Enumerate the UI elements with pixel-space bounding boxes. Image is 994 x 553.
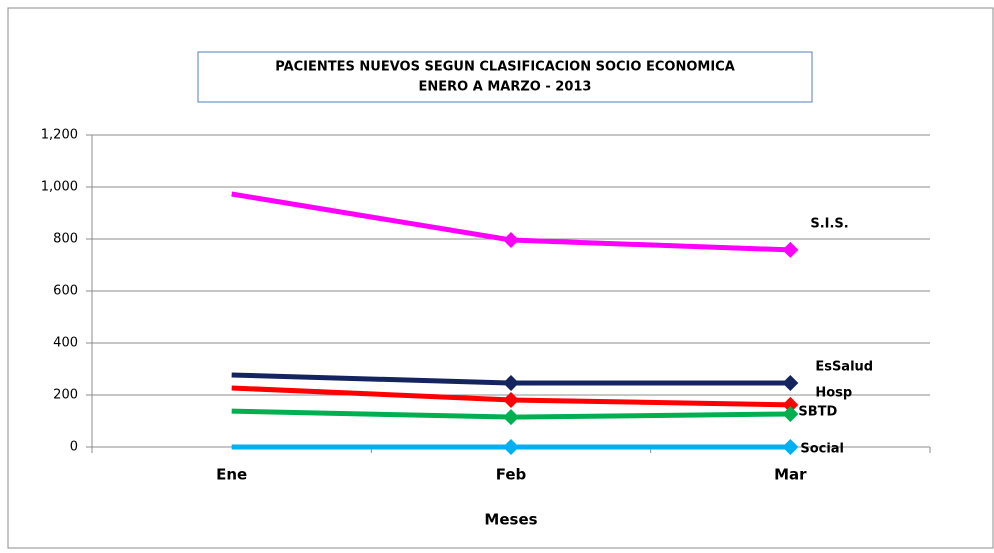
y-tick-label: 400 xyxy=(53,336,78,351)
series-label: EsSalud xyxy=(815,360,873,375)
chart-title: ENERO A MARZO - 2013 xyxy=(419,80,592,95)
y-tick-label: 1,000 xyxy=(41,180,78,195)
y-tick-label: 600 xyxy=(53,284,78,299)
point-marker xyxy=(503,409,519,426)
series-label: S.I.S. xyxy=(810,216,848,231)
point-marker xyxy=(503,391,519,408)
y-tick-label: 200 xyxy=(53,388,78,403)
point-marker xyxy=(503,375,519,392)
series-label: Social xyxy=(800,442,844,457)
point-marker xyxy=(782,241,799,258)
y-tick-label: 1,200 xyxy=(41,128,78,143)
point-marker xyxy=(782,396,799,413)
chart-title: PACIENTES NUEVOS SEGUN CLASIFICACION SOC… xyxy=(275,60,735,75)
point-marker xyxy=(782,405,799,422)
x-tick-label: Mar xyxy=(774,466,807,484)
title-box xyxy=(197,51,813,103)
x-tick-label: Feb xyxy=(496,466,527,484)
series-label: Hosp xyxy=(815,385,852,400)
x-axis-label: Meses xyxy=(484,511,537,529)
x-tick-label: Ene xyxy=(216,466,247,484)
point-marker xyxy=(782,439,799,455)
point-marker xyxy=(503,232,519,249)
y-tick-label: 0 xyxy=(70,440,78,455)
point-marker xyxy=(503,439,519,455)
point-marker xyxy=(782,375,799,392)
series-label: SBTD xyxy=(798,404,837,419)
y-tick-label: 800 xyxy=(53,232,78,247)
